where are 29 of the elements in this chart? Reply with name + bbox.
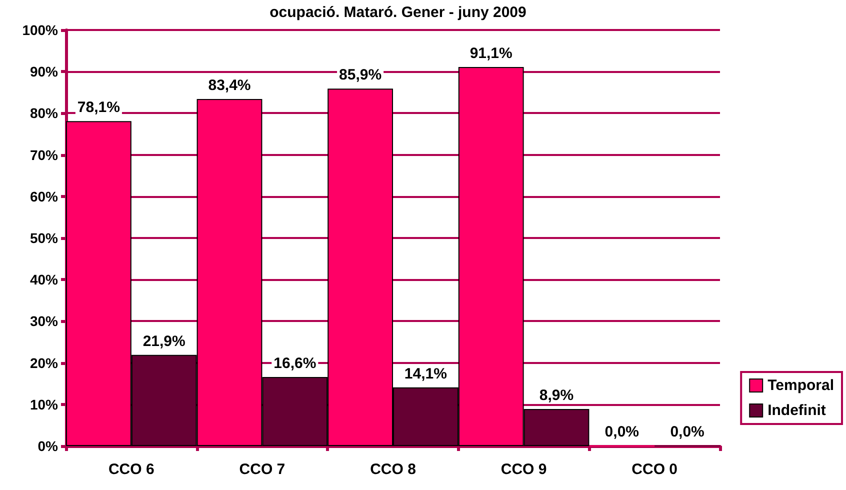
y-tick-label: 20% <box>30 354 59 371</box>
data-label: 21,9% <box>142 332 186 350</box>
x-tick-label: CCO 0 <box>632 461 678 478</box>
x-tick-label: CCO 7 <box>239 461 286 478</box>
data-label: 91,1% <box>470 45 512 62</box>
data-label: 0,0% <box>670 424 704 440</box>
legend-label: Temporal <box>768 377 834 394</box>
data-label: 16,6% <box>274 354 316 372</box>
y-tick-label: 70% <box>30 146 59 163</box>
x-tick-label: CCO 9 <box>500 461 547 478</box>
data-label: 14,1% <box>404 365 447 382</box>
data-label: 85,9% <box>339 66 382 84</box>
data-label: 8,9% <box>539 386 574 404</box>
y-tick-label: 90% <box>30 64 59 80</box>
legend-label: Indefinit <box>768 402 826 419</box>
y-tick-label: 10% <box>30 396 59 412</box>
y-tick-label: 60% <box>30 188 59 204</box>
data-label: 83,4% <box>208 77 251 94</box>
y-tick-label: 40% <box>30 272 59 288</box>
y-tick-label: 50% <box>30 230 59 246</box>
x-tick-label: CCO 6 <box>108 461 154 478</box>
chart-title: ocupació. Mataró. Gener - juny 2009 <box>270 4 526 21</box>
y-tick-label: 0% <box>38 438 59 454</box>
data-label: 0,0% <box>604 424 639 440</box>
y-tick-label: 80% <box>30 105 59 122</box>
data-label: 78,1% <box>77 99 120 116</box>
y-tick-label: 30% <box>30 313 59 330</box>
y-tick-label: 100% <box>22 22 59 38</box>
x-tick-label: CCO 8 <box>370 461 416 478</box>
